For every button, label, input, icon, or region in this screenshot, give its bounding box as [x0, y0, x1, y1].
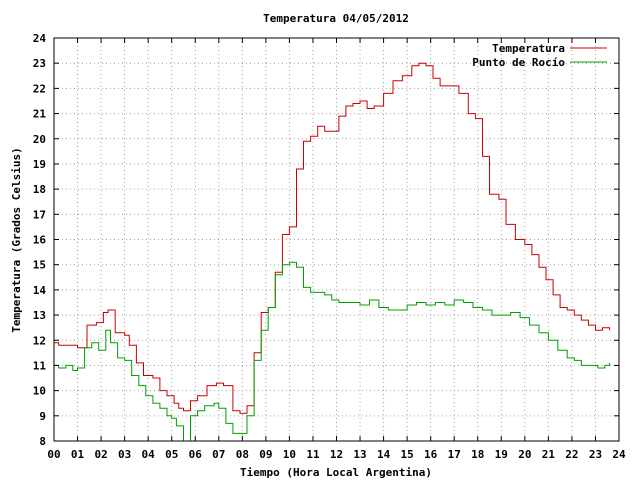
y-tick-label: 16: [33, 234, 47, 247]
legend: Temperatura Punto de Rocío: [472, 42, 607, 69]
y-tick-label: 8: [39, 435, 46, 448]
y-tick-label: 11: [33, 359, 47, 372]
x-tick-label: 07: [212, 448, 225, 461]
x-tick-label: 21: [542, 448, 556, 461]
x-tick-label: 12: [330, 448, 343, 461]
y-tick-label: 24: [33, 32, 47, 45]
x-tick-label: 24: [612, 448, 626, 461]
x-tick-label: 23: [589, 448, 602, 461]
x-tick-label: 06: [189, 448, 203, 461]
y-tick-label: 9: [39, 410, 46, 423]
y-tick-label: 19: [33, 158, 46, 171]
x-tick-label: 16: [424, 448, 438, 461]
legend-label-punto-de-rocio: Punto de Rocío: [472, 56, 565, 69]
legend-label-temperatura: Temperatura: [492, 42, 565, 55]
x-axis-label: Tiempo (Hora Local Argentina): [240, 466, 432, 479]
series-line-temperatura: [54, 62, 611, 414]
x-tick-label: 22: [565, 448, 578, 461]
x-tick-label: 10: [283, 448, 296, 461]
x-tick-label: 13: [353, 448, 366, 461]
y-tick-label: 14: [33, 284, 47, 297]
x-tick-label: 17: [448, 448, 461, 461]
series-line-punto-de-rocio: [54, 261, 611, 442]
y-tick-label: 20: [33, 133, 46, 146]
y-tick-label: 23: [33, 57, 46, 70]
ticks: 00 01 02 03 04 05 06 07 08 09 10 11 12 13 14 15 16 17 18 19…: [33, 32, 626, 461]
x-tick-label: 00: [47, 448, 60, 461]
x-tick-label: 09: [259, 448, 272, 461]
y-tick-label: 10: [33, 385, 46, 398]
y-tick-label: 15: [33, 259, 46, 272]
x-tick-label: 05: [165, 448, 178, 461]
x-tick-label: 14: [377, 448, 391, 461]
x-tick-label: 20: [518, 448, 531, 461]
y-tick-label: 12: [33, 334, 46, 347]
x-tick-label: 19: [495, 448, 508, 461]
x-tick-label: 02: [94, 448, 107, 461]
y-axis-label: Temperatura (Grados Celsius): [10, 147, 23, 332]
x-tick-label: 11: [306, 448, 320, 461]
y-tick-label: 18: [33, 183, 46, 196]
y-tick-label: 21: [33, 108, 47, 121]
series-layer: [54, 62, 611, 442]
chart-title: Temperatura 04/05/2012: [263, 12, 409, 25]
y-tick-label: 17: [33, 208, 46, 221]
y-tick-label: 22: [33, 82, 46, 95]
x-tick-label: 15: [401, 448, 414, 461]
y-tick-label: 13: [33, 309, 46, 322]
x-tick-label: 18: [471, 448, 484, 461]
x-tick-label: 04: [142, 448, 156, 461]
x-tick-label: 03: [118, 448, 131, 461]
x-tick-label: 08: [236, 448, 249, 461]
x-tick-label: 01: [71, 448, 85, 461]
